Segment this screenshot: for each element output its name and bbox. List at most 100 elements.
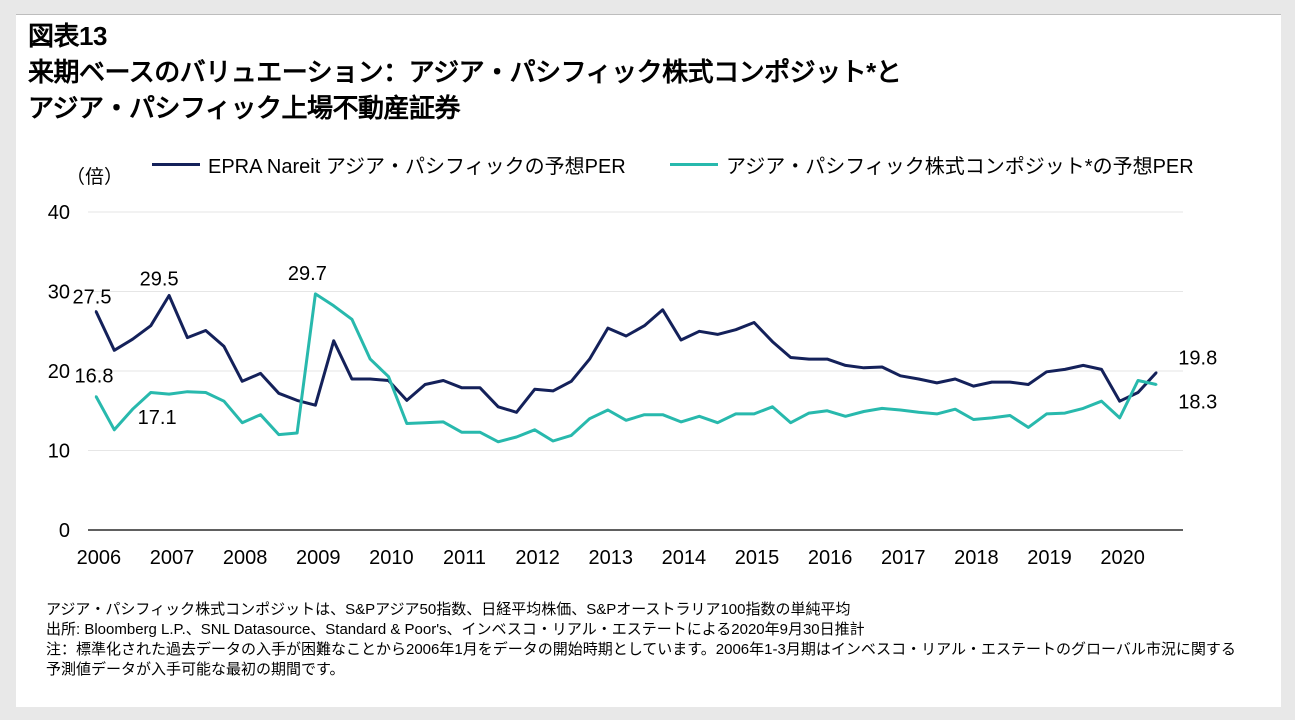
data-point-composite-50	[1008, 414, 1012, 417]
data-point-composite-43	[880, 407, 884, 410]
data-point-composite-5	[186, 390, 189, 393]
data-point-epra-2	[131, 338, 134, 341]
data-point-epra-51	[1027, 383, 1030, 386]
data-point-composite-19	[442, 420, 445, 424]
data-point-composite-42	[862, 410, 865, 413]
data-point-composite-6	[204, 391, 207, 394]
data-point-composite-15	[369, 357, 372, 361]
data-point-composite-57	[1136, 379, 1140, 382]
data-point-epra-10	[277, 392, 281, 395]
x-tick-label-2013: 2013	[589, 547, 634, 569]
data-point-epra-21	[478, 386, 482, 389]
data-point-composite-8	[241, 421, 244, 424]
data-point-composite-22	[496, 440, 500, 443]
data-point-epra-54	[1081, 364, 1085, 367]
data-point-epra-56	[1118, 400, 1121, 403]
data-point-epra-17	[405, 399, 408, 402]
data-point-epra-13	[332, 339, 335, 342]
data-point-composite-55	[1100, 400, 1103, 403]
data-point-composite-32	[679, 420, 683, 424]
data-point-epra-57	[1136, 391, 1140, 394]
data-point-composite-30	[643, 413, 646, 416]
data-point-composite-27	[588, 417, 591, 420]
x-tick-label-2020: 2020	[1100, 547, 1145, 569]
x-tick-label-2012: 2012	[515, 547, 560, 569]
data-label-epra-58: 19.8	[1178, 348, 1217, 370]
data-point-epra-12	[314, 403, 317, 407]
data-point-composite-11	[295, 431, 299, 435]
x-tick-label-2019: 2019	[1027, 547, 1072, 569]
data-point-composite-52	[1045, 412, 1048, 416]
data-point-epra-46	[935, 381, 939, 385]
data-point-composite-3	[149, 391, 153, 394]
x-tick-label-2014: 2014	[662, 547, 707, 569]
data-point-composite-18	[423, 421, 427, 424]
data-point-epra-20	[460, 386, 463, 389]
data-point-epra-1	[113, 349, 116, 352]
data-point-epra-45	[917, 377, 920, 381]
data-point-epra-0	[94, 310, 98, 313]
data-point-epra-40	[826, 357, 829, 361]
data-point-epra-15	[369, 377, 372, 381]
data-point-composite-20	[460, 431, 463, 434]
legend-label-epra: EPRA Nareit アジア・パシフィックの予想PER	[208, 156, 626, 178]
data-point-epra-52	[1045, 370, 1048, 373]
data-point-composite-48	[972, 418, 975, 421]
data-point-composite-58	[1155, 383, 1158, 386]
data-point-epra-47	[954, 377, 957, 381]
data-point-composite-9	[259, 413, 262, 416]
data-label-composite-4: 17.1	[138, 407, 177, 429]
x-tick-label-2018: 2018	[954, 547, 999, 569]
data-point-composite-24	[533, 428, 536, 432]
data-point-epra-36	[752, 321, 756, 324]
data-point-composite-36	[752, 412, 756, 416]
footnote-source: 出所: Bloomberg L.P.、SNL Datasource、Standa…	[46, 621, 865, 638]
data-point-epra-44	[899, 374, 902, 377]
data-point-composite-31	[661, 413, 664, 416]
data-label-epra-4: 29.5	[140, 268, 179, 290]
x-tick-label-2008: 2008	[223, 547, 268, 569]
data-point-epra-6	[204, 329, 207, 332]
data-point-epra-22	[496, 405, 500, 408]
data-point-composite-54	[1081, 407, 1085, 410]
data-point-epra-27	[588, 357, 591, 361]
x-tick-label-2015: 2015	[735, 547, 780, 569]
y-tick-label-30: 30	[48, 282, 70, 304]
data-point-epra-43	[880, 365, 884, 369]
x-tick-label-2007: 2007	[150, 547, 195, 569]
data-point-epra-50	[1008, 380, 1012, 384]
data-point-epra-24	[533, 388, 536, 391]
data-label-composite-0: 16.8	[75, 365, 114, 387]
data-point-composite-4	[167, 392, 171, 396]
x-tick-label-2017: 2017	[881, 547, 926, 569]
data-point-composite-12	[314, 292, 317, 296]
figure-panel	[16, 14, 1281, 707]
data-point-composite-23	[515, 435, 518, 439]
series-line-epra	[94, 294, 1158, 414]
x-tick-label-2009: 2009	[296, 547, 341, 569]
data-point-composite-37	[771, 405, 774, 408]
data-point-epra-3	[149, 324, 153, 327]
footnote-composite-definition: アジア・パシフィック株式コンポジットは、S&Pアジア50指数、日経平均株価、S&…	[46, 601, 851, 618]
data-point-composite-49	[990, 416, 993, 420]
data-point-composite-25	[551, 439, 555, 443]
legend: EPRA Nareit アジア・パシフィックの予想PER アジア・パシフィック株…	[0, 150, 1295, 180]
x-tick-label-2016: 2016	[808, 547, 853, 569]
data-label-composite-58: 18.3	[1178, 392, 1217, 414]
y-tick-label-0: 0	[59, 520, 70, 542]
data-point-composite-45	[917, 411, 920, 414]
data-point-epra-53	[1063, 368, 1067, 371]
x-tick-label-2011: 2011	[443, 547, 486, 569]
legend-swatch-epra	[152, 163, 200, 166]
footnote-note-line2: 予測値データが入手可能な最初の期間です。	[46, 661, 345, 678]
data-point-epra-4	[167, 294, 171, 297]
data-point-composite-47	[954, 407, 957, 411]
data-point-epra-58	[1155, 371, 1158, 374]
title-block: 図表13 来期ベースのバリュエーション：アジア・パシフィック株式コンポジット*と…	[28, 18, 902, 126]
data-point-epra-30	[643, 324, 646, 327]
chart-title-line1: 来期ベースのバリュエーション：アジア・パシフィック株式コンポジット*と	[28, 57, 902, 87]
footnotes: アジア・パシフィック株式コンポジットは、S&Pアジア50指数、日経平均株価、S&…	[46, 600, 1266, 680]
data-point-composite-56	[1118, 416, 1121, 420]
data-point-epra-35	[734, 328, 738, 331]
